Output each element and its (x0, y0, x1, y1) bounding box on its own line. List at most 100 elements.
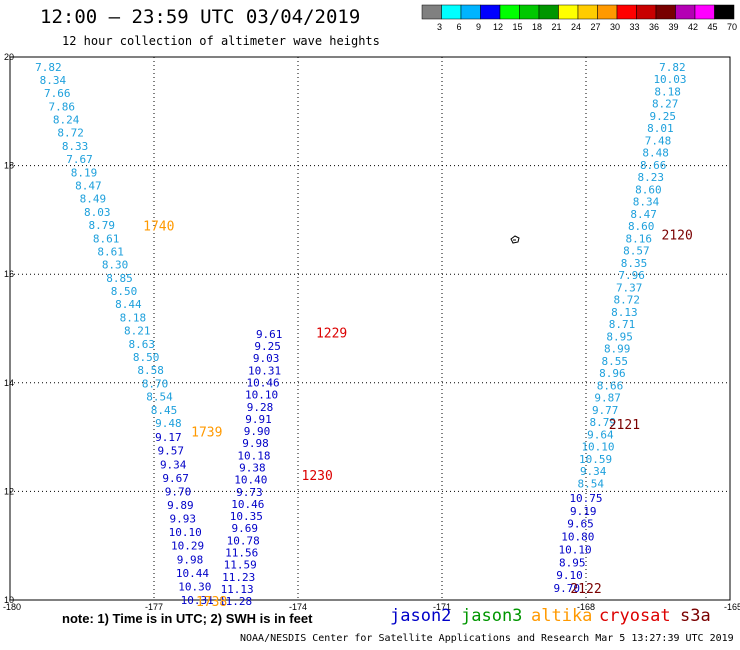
colorbar-swatch (421, 4, 442, 20)
wave-height-value: 11.59 (224, 559, 257, 572)
wave-height-value: 10.10 (169, 526, 202, 539)
pass-time-label: 1230 (302, 469, 333, 484)
colorbar-label: 18 (532, 22, 542, 32)
wave-height-value: 8.50 (133, 351, 160, 364)
colorbar-label: 3 (437, 22, 442, 32)
wave-height-value: 8.57 (623, 245, 650, 258)
colorbar-swatch (480, 4, 501, 20)
pass-time-label: 1740 (143, 219, 174, 234)
wave-height-value: 7.48 (645, 134, 672, 147)
wave-height-value: 8.24 (53, 114, 80, 127)
gridlines (10, 57, 730, 600)
wave-height-value: 7.86 (48, 100, 75, 113)
wave-height-value: 8.61 (97, 245, 124, 258)
wave-height-value: 9.69 (232, 522, 259, 535)
wave-height-value: 8.44 (115, 298, 142, 311)
wave-height-value: 9.87 (594, 392, 621, 405)
wave-height-value: 8.34 (40, 74, 67, 87)
wave-height-value: 9.64 (587, 428, 614, 441)
wave-height-value: 8.47 (75, 180, 102, 193)
wave-height-value: 8.03 (84, 206, 111, 219)
wave-height-value: 9.70 (165, 485, 192, 498)
wave-height-value: 11.56 (225, 547, 258, 560)
y-tick-label: 16 (4, 269, 14, 279)
axis-ticks: -180 -177 -174 -171 -168 -165 10 12 14 16 18 20 (3, 52, 740, 612)
y-tick-label: 10 (4, 595, 14, 605)
wave-height-value: 8.34 (633, 196, 660, 209)
pass-time-label: 2122 (570, 582, 601, 597)
wave-height-value: 10.59 (579, 453, 612, 466)
wave-height-value: 9.70 (554, 582, 581, 595)
wave-height-value: 9.19 (570, 505, 597, 518)
wave-height-value: 8.99 (604, 343, 631, 356)
x-tick-label: -168 (577, 602, 595, 612)
wave-height-value: 10.10 (558, 543, 591, 556)
wave-height-value: 8.95 (606, 330, 633, 343)
wave-height-value: 10.78 (227, 534, 260, 547)
colorbar-label: 33 (629, 22, 639, 32)
wave-height-value: 8.66 (597, 379, 624, 392)
wave-height-value: 10.44 (176, 567, 209, 580)
colorbar-label: 30 (610, 22, 620, 32)
wave-height-value: 8.27 (652, 98, 679, 111)
x-tick-label: -171 (433, 602, 451, 612)
legend-cryosat: cryosat (599, 606, 671, 626)
wave-height-value: 8.23 (638, 171, 665, 184)
colorbar-swatch (558, 4, 579, 20)
x-tick-label: -177 (145, 602, 163, 612)
wave-height-value: 10.75 (569, 492, 602, 505)
wave-height-value: 10.30 (178, 580, 211, 593)
colorbar-swatch (441, 4, 462, 20)
colorbar-label: 15 (512, 22, 522, 32)
colorbar-swatch (616, 4, 637, 20)
colorbar-swatch (577, 4, 598, 20)
wave-height-value: 10.31 (181, 594, 214, 607)
colorbar-label: 9 (476, 22, 481, 32)
colorbar-label: 42 (688, 22, 698, 32)
wave-height-value: 9.67 (162, 472, 189, 485)
wave-height-value: 8.71 (609, 318, 636, 331)
wave-height-value: 11.23 (222, 571, 255, 584)
pass-time-label: 1229 (316, 326, 347, 341)
wave-height-value: 8.18 (120, 311, 147, 324)
wave-height-value: 8.33 (62, 140, 89, 153)
wave-height-value: 8.19 (71, 166, 98, 179)
legend-altika: altika (531, 606, 593, 626)
wave-height-value: 9.10 (556, 569, 583, 582)
wave-height-value: 10.40 (234, 474, 267, 487)
wave-height-value: 9.61 (256, 328, 283, 341)
pass-time-label: 1738 (196, 595, 227, 610)
wave-height-value: 9.98 (177, 553, 204, 566)
colorbar-label: 21 (551, 22, 561, 32)
wave-height-value: 9.93 (170, 513, 197, 526)
wave-height-value: 7.82 (659, 61, 686, 74)
wave-height-value: 10.35 (230, 510, 263, 523)
wave-height-value: 7.67 (66, 153, 93, 166)
x-tick-label: -180 (3, 602, 21, 612)
wave-height-value: 8.50 (111, 285, 138, 298)
wave-height-value: 8.16 (626, 232, 653, 245)
colorbar-swatch (694, 4, 715, 20)
footer-credit: NOAA/NESDIS Center for Satellite Applica… (240, 633, 734, 644)
colorbar-label: 6 (456, 22, 461, 32)
wave-height-value: 9.17 (155, 431, 182, 444)
wave-height-value: 8.30 (102, 259, 129, 272)
wave-height-value: 11.28 (219, 595, 252, 608)
colorbar-swatch (597, 4, 618, 20)
wave-height-value: 9.77 (592, 404, 619, 417)
colorbar-label: 39 (668, 22, 678, 32)
colorbar-label: 27 (590, 22, 600, 32)
wave-height-value: 8.79 (88, 219, 115, 232)
wave-height-value: 9.57 (158, 445, 185, 458)
page-subtitle: 12 hour collection of altimeter wave hei… (62, 34, 380, 48)
wave-height-value: 9.91 (245, 413, 272, 426)
wave-height-value: 9.90 (244, 425, 271, 438)
plot-frame (9, 56, 731, 601)
coastline-icon (510, 235, 520, 244)
wave-height-value: 9.65 (567, 518, 594, 531)
colorbar-swatch (655, 4, 676, 20)
pass-time-labels: 1740 1739 1738 1229 1230 2120 2121 2122 (143, 219, 693, 610)
wave-height-value: 7.66 (44, 87, 71, 100)
wave-height-value: 7.96 (618, 269, 645, 282)
colorbar-swatch (519, 4, 540, 20)
